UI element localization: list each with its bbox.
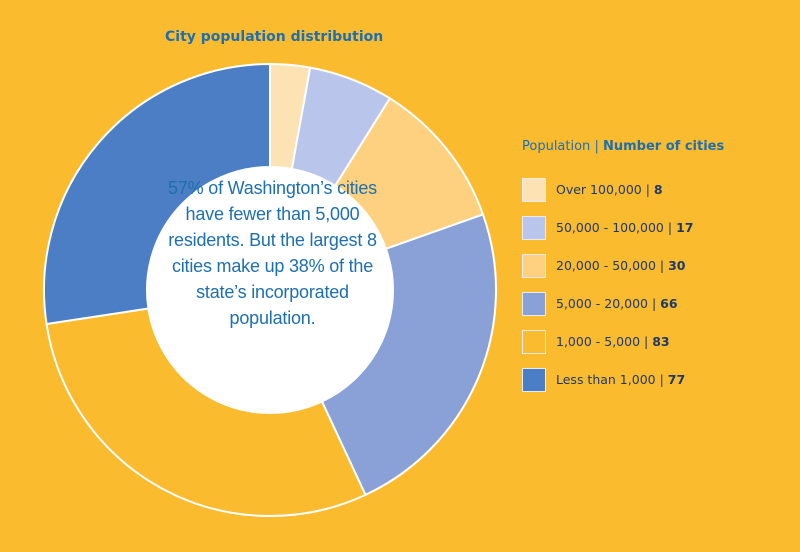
legend-item: Less than 1,000 | 77 — [522, 368, 792, 392]
legend-category: Less than 1,000 — [556, 372, 656, 387]
legend-swatch — [522, 178, 546, 202]
legend-item: 20,000 - 50,000 | 30 — [522, 254, 792, 278]
legend-value: 17 — [676, 220, 694, 235]
donut-slices — [43, 62, 497, 517]
legend-swatch — [522, 292, 546, 316]
legend-value: 66 — [660, 296, 678, 311]
legend-category: 50,000 - 100,000 — [556, 220, 664, 235]
legend-item: 50,000 - 100,000 | 17 — [522, 216, 792, 240]
legend-header-sep: | — [590, 139, 603, 154]
legend-separator: | — [655, 372, 668, 387]
legend-swatch — [522, 368, 546, 392]
legend-header-left: Population — [522, 139, 591, 154]
legend-item: 5,000 - 20,000 | 66 — [522, 292, 792, 316]
legend-separator: | — [647, 296, 661, 311]
legend-value: 8 — [653, 182, 663, 197]
legend-separator: | — [655, 258, 669, 273]
legend-category: Over 100,000 — [556, 182, 642, 197]
legend-separator: | — [640, 334, 653, 349]
legend-label: 1,000 - 5,000 | 83 — [556, 334, 670, 349]
legend-separator: | — [641, 182, 654, 197]
legend-category: 1,000 - 5,000 — [556, 334, 641, 349]
legend: Population | Number of cities Over 100,0… — [522, 139, 792, 406]
legend-header: Population | Number of cities — [522, 139, 792, 154]
legend-label: Less than 1,000 | 77 — [556, 372, 685, 387]
center-annotation: 57% of Washington’s cities have fewer th… — [168, 178, 377, 328]
legend-swatch — [522, 216, 546, 240]
legend-label: Over 100,000 | 8 — [556, 182, 663, 197]
chart-title: City population distribution — [165, 29, 384, 45]
legend-item: 1,000 - 5,000 | 83 — [522, 330, 792, 354]
legend-item: Over 100,000 | 8 — [522, 178, 792, 202]
legend-label: 5,000 - 20,000 | 66 — [556, 296, 678, 311]
legend-label: 20,000 - 50,000 | 30 — [556, 258, 686, 273]
legend-swatch — [522, 254, 546, 278]
donut-hole — [147, 167, 393, 413]
legend-label: 50,000 - 100,000 | 17 — [556, 220, 693, 235]
legend-separator: | — [663, 220, 677, 235]
legend-category: 5,000 - 20,000 — [556, 296, 648, 311]
legend-header-right: Number of cities — [602, 139, 725, 154]
legend-value: 83 — [652, 334, 670, 349]
legend-value: 30 — [668, 258, 686, 273]
legend-swatch — [522, 330, 546, 354]
legend-category: 20,000 - 50,000 — [556, 258, 656, 273]
legend-value: 77 — [667, 372, 686, 387]
legend-items: Over 100,000 | 8 50,000 - 100,000 | 17 20,… — [522, 178, 792, 392]
